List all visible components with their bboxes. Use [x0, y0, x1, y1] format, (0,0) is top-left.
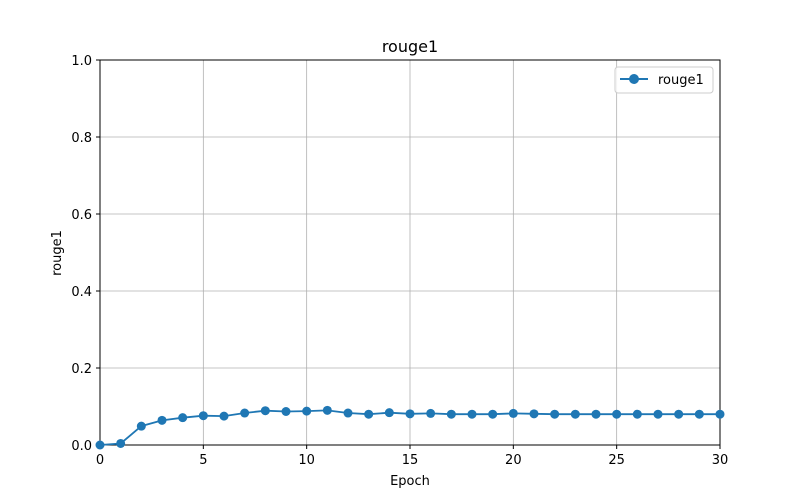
data-point	[322, 405, 332, 415]
y-tick-label: 0.4	[71, 285, 92, 300]
data-point	[198, 411, 208, 421]
data-point	[446, 409, 456, 419]
chart-title: rouge1	[382, 37, 438, 56]
data-point	[136, 421, 146, 431]
y-tick-label: 0.8	[71, 131, 92, 146]
x-tick-label: 0	[96, 453, 104, 468]
axis-ticks: 0 5 10 15 20 25 30 0.0 0.2 0.4 0.6 0.8 1.0	[71, 54, 728, 468]
grid	[99, 59, 721, 446]
y-axis-label: rouge1	[50, 230, 65, 276]
data-point	[426, 408, 436, 418]
x-tick-label: 25	[608, 453, 625, 468]
x-axis-label: Epoch	[390, 474, 430, 489]
x-tick-label: 20	[505, 453, 522, 468]
data-point	[302, 406, 312, 416]
data-point	[508, 408, 518, 418]
legend-marker-swatch	[629, 74, 639, 84]
data-point	[570, 409, 580, 419]
x-tick-label: 5	[199, 453, 207, 468]
data-point	[550, 409, 560, 419]
data-point	[95, 440, 105, 450]
x-tick-label: 30	[712, 453, 729, 468]
data-point	[653, 409, 663, 419]
data-point	[715, 409, 725, 419]
data-point	[591, 409, 601, 419]
data-point	[116, 438, 126, 448]
data-point	[405, 409, 415, 419]
y-tick-label: 1.0	[71, 54, 92, 69]
data-point	[343, 408, 353, 418]
y-tick-label: 0.6	[71, 208, 92, 223]
series-layer	[95, 405, 725, 450]
data-point	[694, 409, 704, 419]
data-point	[632, 409, 642, 419]
x-tick-label: 10	[298, 453, 315, 468]
data-point	[240, 408, 250, 418]
x-tick-label: 15	[402, 453, 419, 468]
data-point	[612, 409, 622, 419]
data-point	[488, 409, 498, 419]
data-point	[529, 409, 539, 419]
data-point	[281, 407, 291, 417]
data-point	[384, 408, 394, 418]
legend-label: rouge1	[658, 73, 704, 88]
y-tick-label: 0.0	[71, 439, 92, 454]
data-point	[467, 409, 477, 419]
data-point	[364, 409, 374, 419]
data-point	[260, 406, 270, 416]
legend: rouge1	[614, 66, 714, 94]
data-point	[157, 415, 167, 425]
data-point	[219, 411, 229, 421]
y-tick-label: 0.2	[71, 362, 92, 377]
data-point	[178, 413, 188, 423]
legend-box	[614, 66, 714, 94]
data-point	[674, 409, 684, 419]
